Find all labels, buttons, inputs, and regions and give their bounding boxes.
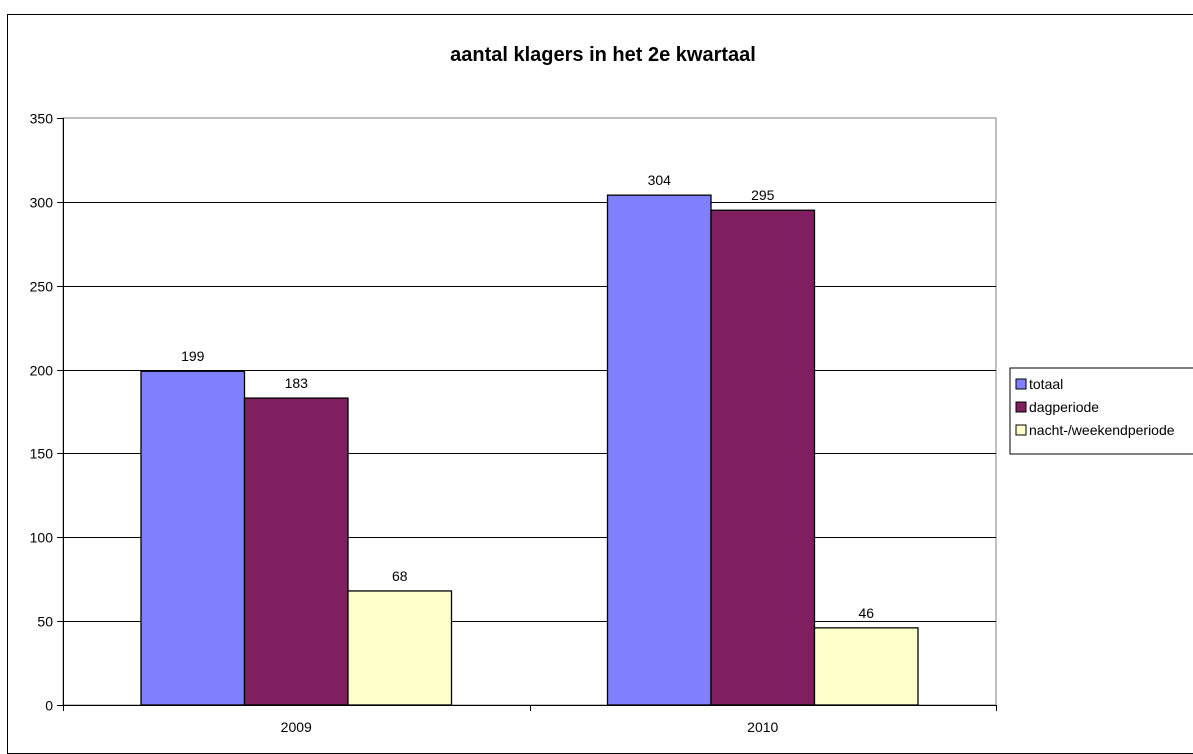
legend-swatch [1015, 424, 1027, 436]
data-labels: 199 183 68 304 295 46 [181, 172, 874, 621]
legend-label: totaal [1029, 376, 1063, 392]
bar-totaal-2010 [606, 194, 712, 706]
y-tick-label: 300 [30, 195, 54, 211]
bars [140, 194, 919, 706]
bar-nacht-weekendperiode-2009 [347, 590, 453, 706]
x-tick-label: 2009 [281, 719, 312, 735]
chart-title: aantal klagers in het 2e kwartaal [450, 44, 756, 66]
y-tick-label: 0 [45, 698, 53, 714]
legend: totaal dagperiode nacht-/weekendperiode [1009, 367, 1193, 455]
data-label: 68 [392, 568, 408, 584]
legend-swatch [1015, 378, 1027, 390]
legend-swatch [1015, 401, 1027, 413]
y-tick-label: 250 [30, 279, 54, 295]
bar-nacht-weekendperiode-2010 [813, 627, 919, 706]
bar-dagperiode-2010 [710, 209, 816, 706]
data-label: 199 [181, 348, 205, 364]
bar-totaal-2009 [140, 370, 246, 706]
axes: 0 50 100 150 200 250 300 350 2009 2010 [30, 111, 997, 735]
legend-box [1009, 367, 1193, 455]
y-tick-label: 200 [30, 363, 54, 379]
data-label: 183 [285, 375, 309, 391]
data-label: 46 [858, 605, 874, 621]
data-label: 295 [751, 187, 775, 203]
y-tick-label: 350 [30, 111, 54, 127]
bar-dagperiode-2009 [243, 397, 349, 706]
data-label: 304 [648, 172, 672, 188]
y-tick-label: 100 [30, 530, 54, 546]
y-tick-label: 150 [30, 446, 54, 462]
legend-label: dagperiode [1029, 399, 1099, 415]
legend-label: nacht-/weekendperiode [1029, 422, 1175, 438]
x-tick-label: 2010 [747, 719, 778, 735]
y-tick-label: 50 [37, 614, 53, 630]
